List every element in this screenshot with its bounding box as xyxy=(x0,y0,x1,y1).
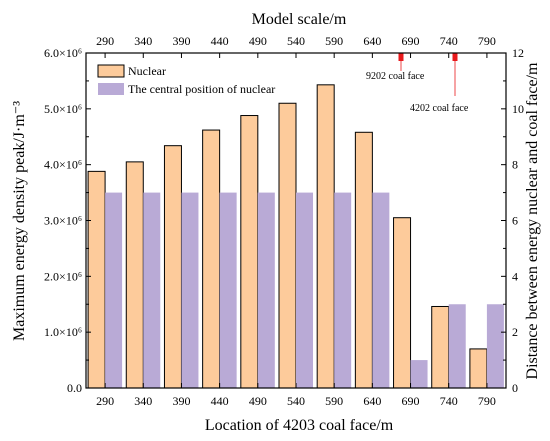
bar-nuclear xyxy=(125,161,144,389)
right-y-tick-label: 2 xyxy=(512,325,518,339)
x-tick-label: 540 xyxy=(287,394,305,408)
top-x-tick-label: 790 xyxy=(478,34,496,48)
top-x-tick-label: 540 xyxy=(287,34,305,48)
left-y-tick-label: 0.0 xyxy=(67,381,82,395)
bar-nuclear xyxy=(163,145,182,389)
right-y-tick-label: 12 xyxy=(512,46,524,60)
top-x-tick-label: 640 xyxy=(363,34,381,48)
left-y-tick-label: 4.0×10⁶ xyxy=(44,158,82,172)
top-x-tick-label: 340 xyxy=(134,34,152,48)
bar-nuclear xyxy=(87,170,106,389)
right-y-axis-title: Distance between energy nuclear and coal… xyxy=(524,62,541,379)
bar-central-position xyxy=(296,192,313,388)
top-x-tick-label: 290 xyxy=(96,34,114,48)
bar-central-position xyxy=(410,360,428,388)
bar-nuclear xyxy=(393,217,412,389)
top-x-tick-label: 440 xyxy=(211,34,229,48)
top-x-tick-label: 740 xyxy=(440,34,458,48)
right-y-tick-label: 6 xyxy=(512,214,518,228)
x-tick-label: 690 xyxy=(402,394,420,408)
top-x-tick-label: 690 xyxy=(402,34,420,48)
x-tick-label: 290 xyxy=(96,394,114,408)
top-x-tick-label: 590 xyxy=(325,34,343,48)
bar-central-position xyxy=(181,192,199,388)
top-x-tick-label: 390 xyxy=(172,34,190,48)
left-y-axis-title: Maximum energy density peak/J·m⁻³ xyxy=(11,101,28,341)
legend: Nuclear The central position of nuclear xyxy=(97,64,275,96)
x-tick-label: 490 xyxy=(249,394,267,408)
bar-nuclear xyxy=(469,348,488,389)
bar-nuclear xyxy=(354,131,373,389)
x-tick-label: 390 xyxy=(172,394,190,408)
bar-nuclear xyxy=(278,102,297,389)
bar-central-position xyxy=(257,192,275,388)
left-y-tick-label: 1.0×10⁶ xyxy=(44,325,82,339)
left-y-tick-label: 2.0×10⁶ xyxy=(44,269,82,283)
right-y-tick-label: 8 xyxy=(512,158,518,172)
axes-group: 0.0 1.0×10⁶ 2.0×10⁶ 3.0×10⁶ 4.0×10⁶ 5.0×10⁶ 6.… xyxy=(44,34,524,408)
bar-central-position xyxy=(143,192,161,388)
x-tick-label: 590 xyxy=(325,394,343,408)
annotation-label: 9202 coal face xyxy=(366,71,425,82)
bar-nuclear xyxy=(202,129,221,389)
annotation-label: 4202 coal face xyxy=(410,103,469,114)
legend-swatch-nuclear xyxy=(97,64,125,78)
right-y-tick-label: 0 xyxy=(512,381,518,395)
x-tick-label: 640 xyxy=(363,394,381,408)
annotation-marker xyxy=(452,53,458,61)
right-y-tick-label: 4 xyxy=(512,269,518,283)
legend-label-nuclear: Nuclear xyxy=(128,64,166,78)
x-tick-label: 740 xyxy=(440,394,458,408)
right-y-tick-label: 10 xyxy=(512,102,524,116)
legend-label-central-position: The central position of nuclear xyxy=(128,82,275,96)
annotation-marker xyxy=(398,53,404,61)
legend-swatch-central-position xyxy=(98,83,124,95)
bar-central-position xyxy=(219,192,237,388)
left-y-tick-label: 6.0×10⁶ xyxy=(44,46,82,60)
bars-group xyxy=(87,84,504,389)
bar-central-position xyxy=(486,304,504,388)
annotations-group: 9202 coal face 4202 coal face xyxy=(366,53,469,114)
bar-nuclear xyxy=(316,84,335,389)
x-axis-title: Location of 4203 coal face/m xyxy=(205,417,394,434)
top-x-tick-label: 490 xyxy=(249,34,267,48)
top-axis-title: Model scale/m xyxy=(252,11,347,28)
bar-nuclear xyxy=(431,305,450,389)
bar-central-position xyxy=(372,192,390,388)
x-tick-label: 340 xyxy=(134,394,152,408)
bar-nuclear xyxy=(240,115,259,389)
bar-central-position xyxy=(105,192,123,388)
bar-central-position xyxy=(448,304,466,388)
x-tick-label: 790 xyxy=(478,394,496,408)
x-tick-label: 440 xyxy=(211,394,229,408)
left-y-tick-label: 5.0×10⁶ xyxy=(44,102,82,116)
bar-central-position xyxy=(334,192,352,388)
left-y-tick-label: 3.0×10⁶ xyxy=(44,214,82,228)
